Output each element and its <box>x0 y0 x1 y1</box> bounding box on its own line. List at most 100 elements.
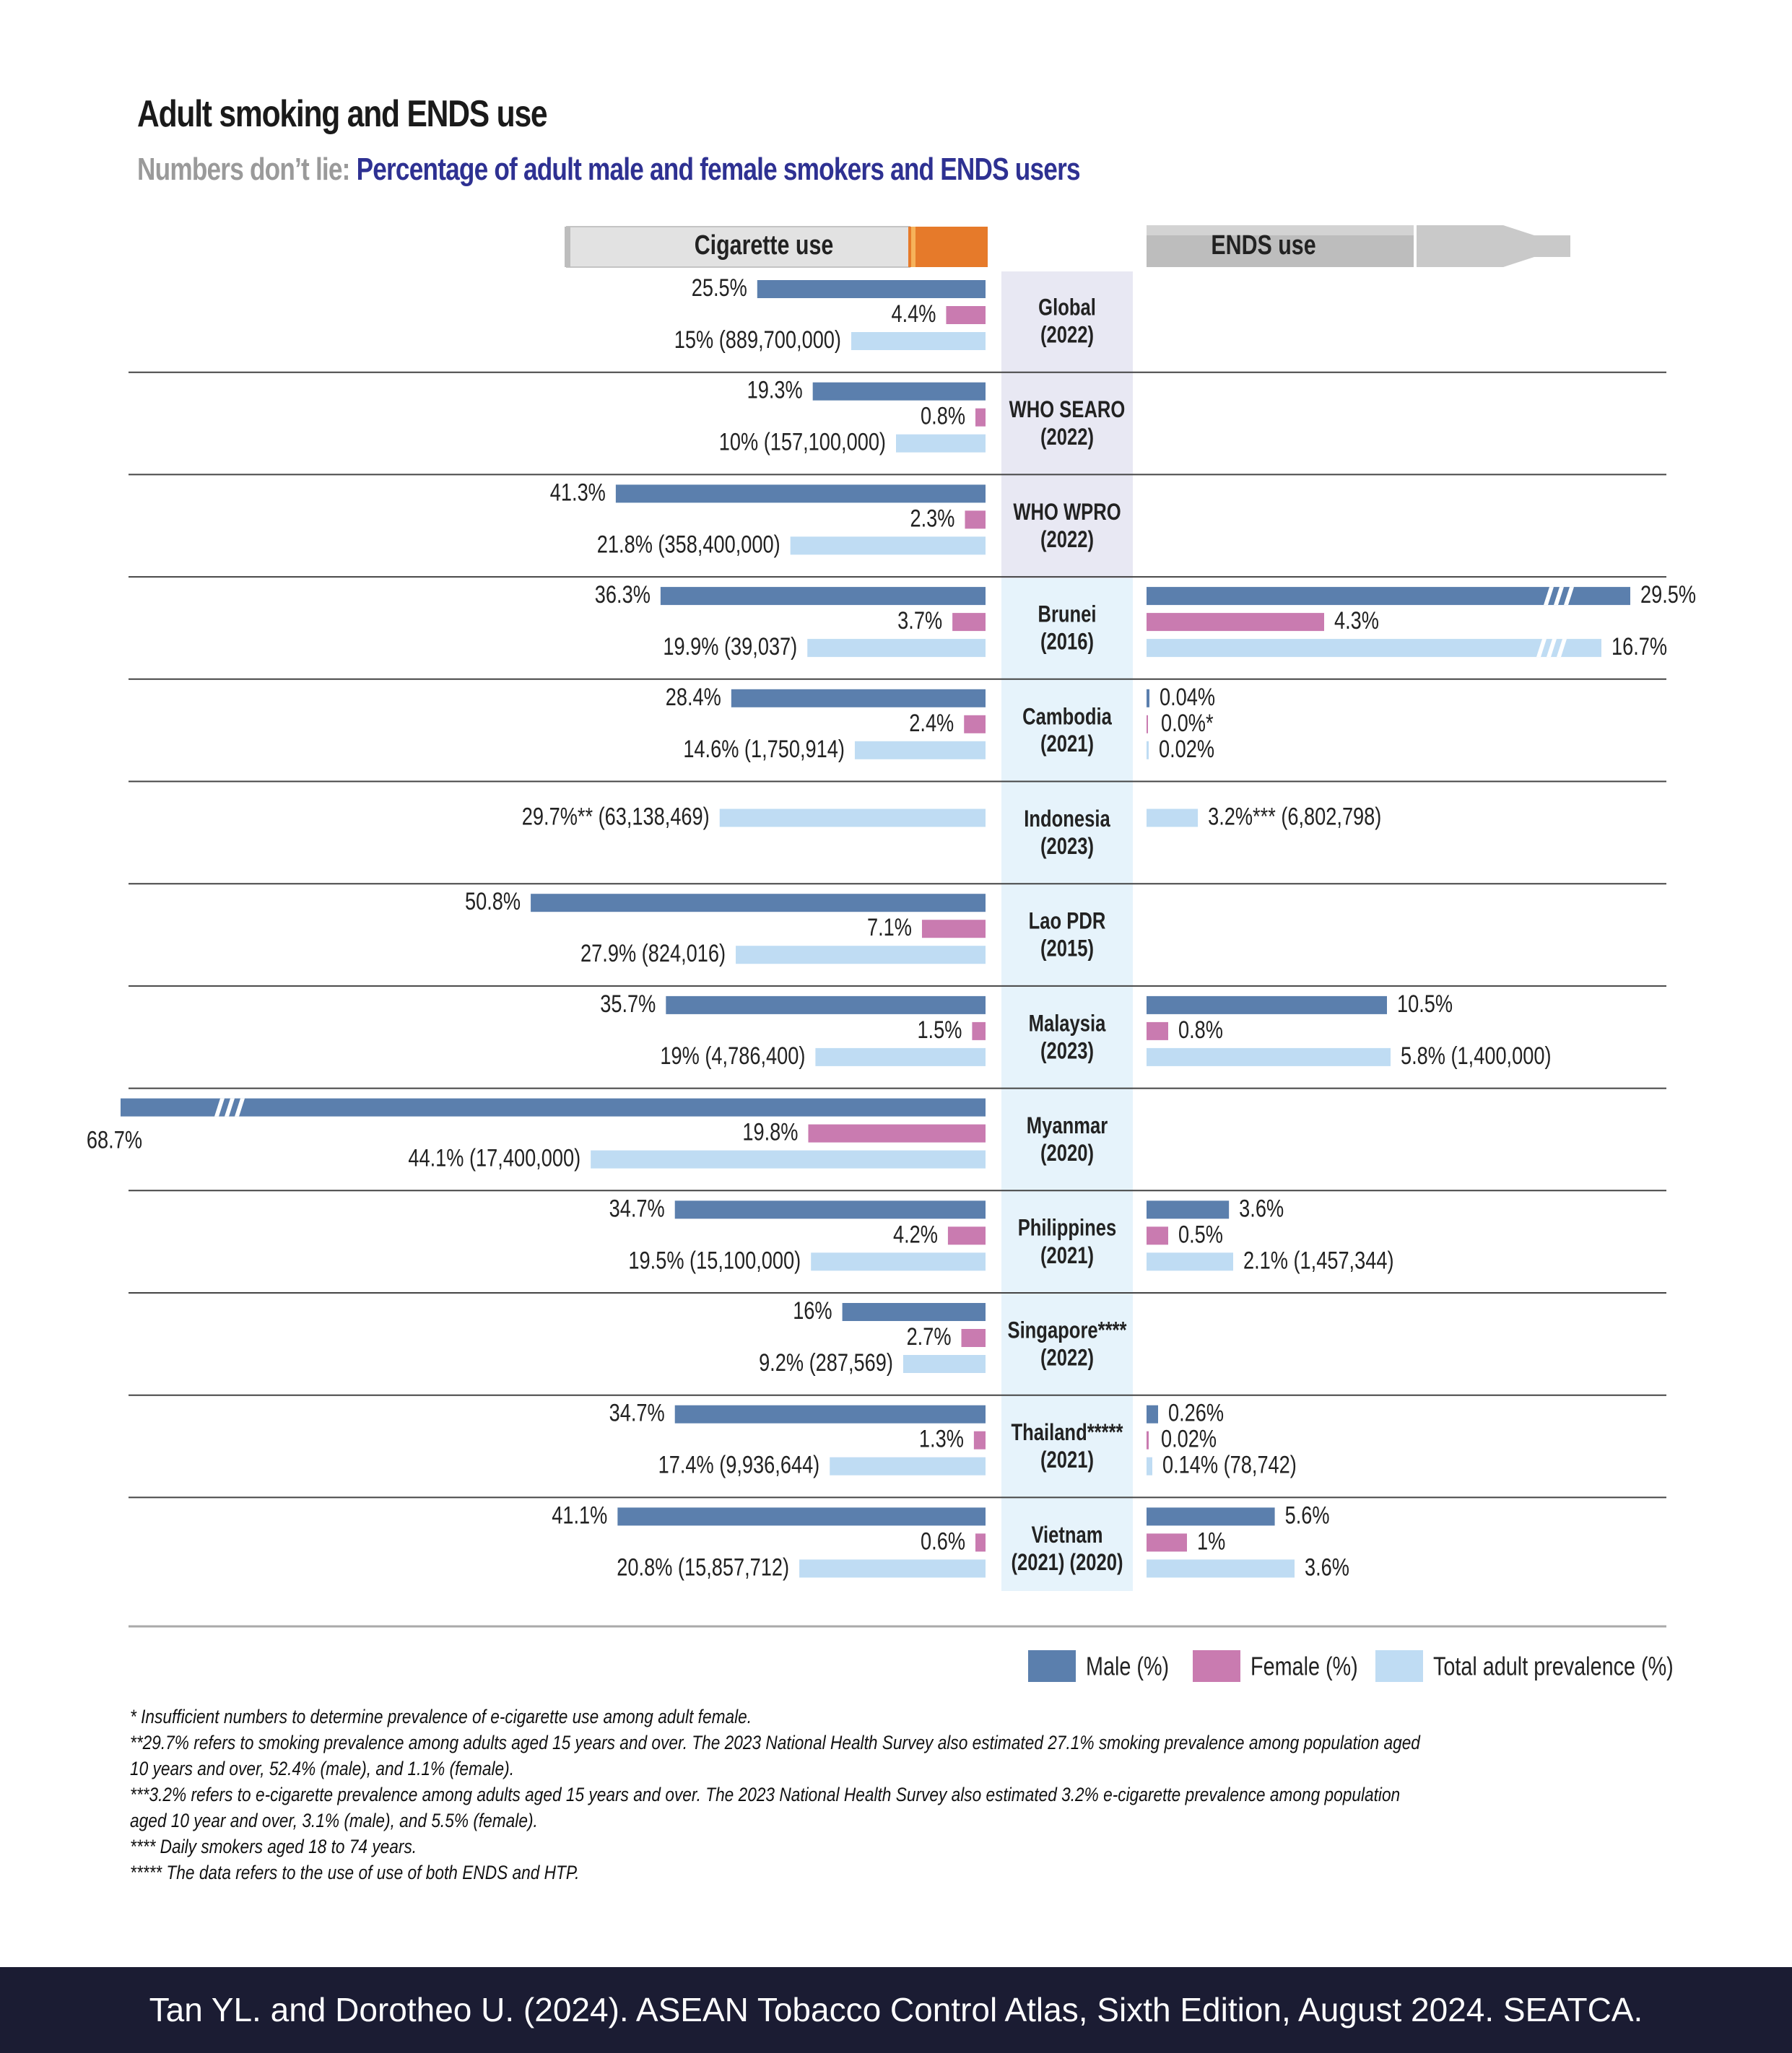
cig-female-bar <box>961 1329 986 1347</box>
cig-female-label: 2.4% <box>909 709 954 737</box>
cigarette-header-label: Cigarette use <box>695 230 834 261</box>
ends-female-label: 4.3% <box>1334 606 1379 635</box>
cig-female-label: 2.7% <box>907 1322 952 1351</box>
row-label: Thailand***** <box>1011 1421 1123 1446</box>
ends-total-bar <box>1147 639 1601 658</box>
cig-male-bar <box>531 894 986 912</box>
ends-total-bar <box>1147 1252 1233 1271</box>
cig-total-bar <box>815 1047 986 1066</box>
footnote: * Insufficient numbers to determine prev… <box>130 1706 752 1727</box>
row-year: (2022) <box>1040 425 1094 450</box>
cig-female-bar <box>965 510 986 529</box>
footnote: **29.7% refers to smoking prevalence amo… <box>130 1732 1420 1779</box>
ends-female-label: 0.8% <box>1178 1016 1223 1044</box>
country-band <box>1001 578 1133 1591</box>
cig-female-bar <box>921 920 986 938</box>
subtitle-rest: Percentage of adult male and female smok… <box>349 152 1081 187</box>
ends-total-bar <box>1147 1559 1295 1578</box>
cig-male-label: 68.7% <box>87 1126 142 1154</box>
cig-male-label: 19.3% <box>747 376 803 404</box>
ends-total-bar <box>1147 1047 1391 1066</box>
legend-label: Female (%) <box>1251 1651 1358 1681</box>
cig-total-bar <box>799 1559 986 1578</box>
cig-total-label: 15% (889,700,000) <box>674 326 841 354</box>
cig-female-bar <box>975 1533 986 1552</box>
ends-male-label: 10.5% <box>1397 990 1453 1018</box>
ends-total-label: 0.14% (78,742) <box>1162 1451 1297 1479</box>
cig-total-label: 9.2% (287,569) <box>759 1348 893 1377</box>
row-year: (2016) <box>1040 629 1094 655</box>
ends-female-bar <box>1147 1021 1168 1040</box>
diverging-bar-chart: Cigarette use ENDS useGlobal(2022)25.5%4.… <box>87 225 1696 1682</box>
row-label: Indonesia <box>1024 806 1110 832</box>
row-label: WHO WPRO <box>1013 500 1121 525</box>
cig-male-label: 36.3% <box>595 580 651 609</box>
legend-swatch <box>1028 1650 1076 1682</box>
row-year: (2020) <box>1040 1141 1094 1166</box>
cig-total-bar <box>790 536 986 555</box>
row-year: (2021) (2020) <box>1011 1550 1123 1575</box>
ends-male-bar <box>1147 1507 1275 1526</box>
cig-male-bar <box>615 484 986 503</box>
axis-break-mark <box>1544 587 1554 606</box>
row-label: Malaysia <box>1029 1011 1106 1037</box>
cig-male-bar <box>660 587 986 606</box>
chart-subtitle: Numbers don’t lie: Percentage of adult m… <box>137 152 1081 188</box>
ends-total-bar <box>1147 808 1199 827</box>
cig-total-label: 14.6% (1,750,914) <box>683 735 845 763</box>
row-label: Brunei <box>1038 602 1096 627</box>
cig-female-label: 4.4% <box>891 300 936 328</box>
cig-total-bar <box>807 639 986 658</box>
cig-male-bar <box>617 1507 986 1526</box>
cig-total-label: 29.7%** (63,138,469) <box>522 803 710 831</box>
ecig-mouthpiece <box>1503 225 1570 267</box>
ends-female-bar <box>1147 1533 1187 1552</box>
cig-female-label: 1.5% <box>917 1016 962 1044</box>
ends-male-label: 3.6% <box>1239 1194 1284 1222</box>
cig-total-label: 27.9% (824,016) <box>580 939 726 967</box>
ends-female-label: 1% <box>1197 1527 1225 1555</box>
source-footer: Tan YL. and Dorotheo U. (2024). ASEAN To… <box>0 1967 1792 2053</box>
legend-swatch <box>1193 1650 1240 1682</box>
legend-label: Male (%) <box>1086 1651 1169 1681</box>
cig-male-label: 35.7% <box>600 990 656 1018</box>
ends-female-bar <box>1147 715 1148 733</box>
cig-female-label: 4.2% <box>893 1220 938 1248</box>
ends-total-label: 5.8% (1,400,000) <box>1401 1042 1552 1070</box>
axis-break-mark <box>1547 639 1557 658</box>
cig-total-label: 20.8% (15,857,712) <box>617 1553 789 1581</box>
ends-total-label: 3.6% <box>1305 1553 1349 1581</box>
cig-female-label: 0.8% <box>921 402 965 430</box>
cig-male-bar <box>666 995 986 1014</box>
cig-male-bar <box>674 1200 986 1219</box>
ends-female-label: 0.02% <box>1161 1425 1217 1453</box>
row-label: Cambodia <box>1022 705 1112 730</box>
axis-break-mark <box>1557 639 1567 658</box>
cig-total-label: 19.5% (15,100,000) <box>628 1246 801 1274</box>
cig-female-bar <box>972 1021 986 1040</box>
cig-female-label: 2.3% <box>910 504 955 532</box>
axis-break-mark <box>235 1098 245 1117</box>
row-label: Lao PDR <box>1029 909 1106 934</box>
cig-female-label: 7.1% <box>867 913 912 941</box>
cig-total-bar <box>851 332 986 350</box>
cig-female-bar <box>973 1431 986 1450</box>
cig-female-label: 3.7% <box>897 606 942 635</box>
footnote: ***** The data refers to the use of use … <box>130 1862 580 1883</box>
row-year: (2023) <box>1040 1039 1094 1064</box>
cig-male-bar <box>121 1098 986 1117</box>
row-year: (2021) <box>1040 732 1094 757</box>
legend-swatch <box>1375 1650 1423 1682</box>
ends-header-label: ENDS use <box>1211 230 1315 261</box>
cig-female-bar <box>808 1124 986 1143</box>
cig-female-label: 19.8% <box>742 1118 798 1146</box>
cig-female-bar <box>946 306 986 324</box>
footnotes: * Insufficient numbers to determine prev… <box>130 1704 1434 1886</box>
ends-female-label: 0.5% <box>1178 1220 1223 1248</box>
ends-female-label: 0.0%* <box>1161 709 1214 737</box>
cig-total-bar <box>811 1252 986 1271</box>
row-label: Global <box>1038 295 1096 321</box>
axis-break-mark <box>214 1098 225 1117</box>
cig-total-label: 19% (4,786,400) <box>660 1042 805 1070</box>
axis-break-mark <box>1536 639 1547 658</box>
